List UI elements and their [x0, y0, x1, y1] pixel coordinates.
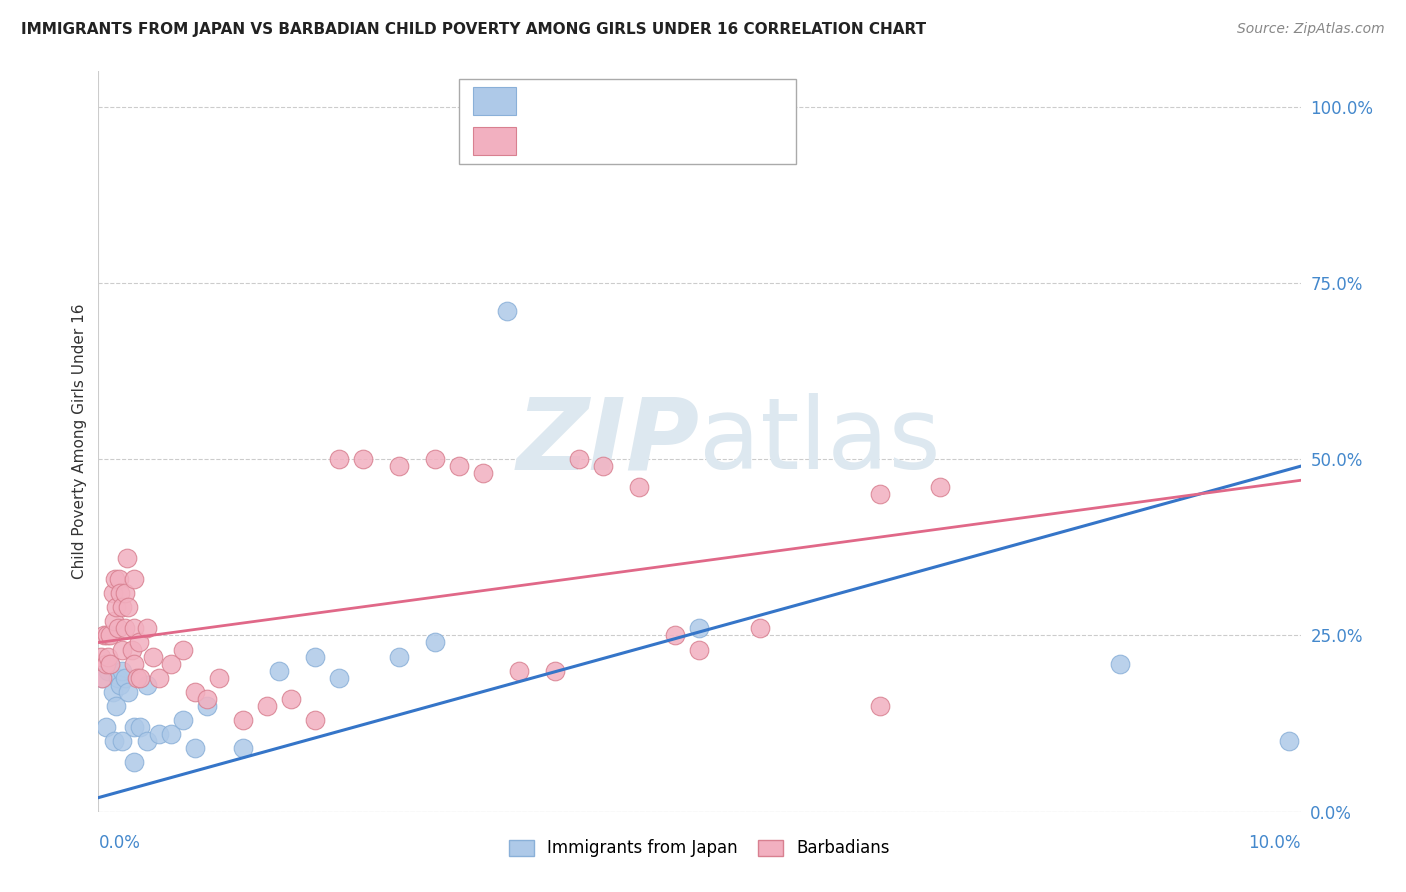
Point [111, 600, 134, 615]
Point [628, 480, 651, 494]
Point [117, 600, 139, 615]
Point [544, 664, 567, 678]
Point [90, 649, 112, 664]
Point [195, 698, 218, 713]
Point [159, 657, 181, 671]
Point [148, 671, 170, 685]
Point [129, 671, 152, 685]
Point [108, 572, 131, 586]
Point [869, 487, 891, 501]
Point [568, 452, 591, 467]
Point [100, 657, 122, 671]
Point [124, 756, 146, 770]
Point [107, 621, 129, 635]
Point [148, 727, 170, 741]
Point [124, 572, 146, 586]
Point [423, 452, 446, 467]
Point [91, 671, 114, 685]
Point [114, 586, 136, 600]
Point [108, 678, 131, 692]
Point [328, 452, 350, 467]
Legend: Immigrants from Japan, Barbadians: Immigrants from Japan, Barbadians [502, 833, 897, 864]
Point [105, 698, 128, 713]
Point [114, 621, 136, 635]
Point [232, 713, 254, 727]
Point [114, 671, 136, 685]
Point [104, 572, 127, 586]
Point [664, 628, 686, 642]
Point [304, 649, 326, 664]
Y-axis label: Child Poverty Among Girls Under 16: Child Poverty Among Girls Under 16 [72, 304, 87, 579]
Point [508, 664, 530, 678]
Point [125, 671, 148, 685]
Point [108, 586, 131, 600]
Point [1277, 734, 1299, 748]
Point [628, 100, 651, 114]
Point [183, 685, 205, 699]
Point [869, 698, 891, 713]
Point [159, 727, 181, 741]
Point [689, 621, 711, 635]
Point [135, 678, 157, 692]
Point [135, 734, 157, 748]
Point [100, 657, 122, 671]
Point [93, 628, 115, 642]
Point [97, 649, 120, 664]
Point [172, 642, 194, 657]
Point [121, 642, 143, 657]
Point [328, 671, 350, 685]
Point [388, 459, 411, 474]
Point [141, 649, 163, 664]
Point [128, 635, 150, 649]
Point [195, 692, 218, 706]
Point [592, 459, 614, 474]
Point [100, 628, 122, 642]
Point [129, 720, 152, 734]
Text: ZIP: ZIP [516, 393, 700, 490]
Point [748, 621, 770, 635]
Point [256, 698, 278, 713]
Point [352, 452, 374, 467]
Point [388, 649, 411, 664]
Text: 0.0%: 0.0% [98, 834, 141, 852]
Point [929, 480, 952, 494]
Point [111, 642, 134, 657]
Point [496, 304, 519, 318]
Point [124, 621, 146, 635]
Point [124, 657, 146, 671]
Point [208, 671, 231, 685]
Point [94, 657, 117, 671]
Text: Source: ZipAtlas.com: Source: ZipAtlas.com [1237, 22, 1385, 37]
Point [183, 741, 205, 756]
Point [101, 685, 124, 699]
Point [111, 734, 134, 748]
Point [107, 671, 129, 685]
Point [111, 664, 134, 678]
Point [91, 671, 114, 685]
Point [172, 713, 194, 727]
Point [105, 600, 128, 615]
Point [267, 664, 290, 678]
Point [423, 635, 446, 649]
Point [124, 720, 146, 734]
Point [96, 628, 118, 642]
Point [103, 615, 125, 629]
Point [101, 586, 124, 600]
Point [117, 550, 139, 565]
Point [232, 741, 254, 756]
Point [103, 734, 125, 748]
Text: IMMIGRANTS FROM JAPAN VS BARBADIAN CHILD POVERTY AMONG GIRLS UNDER 16 CORRELATIO: IMMIGRANTS FROM JAPAN VS BARBADIAN CHILD… [21, 22, 927, 37]
Point [117, 685, 139, 699]
Point [280, 692, 302, 706]
Point [472, 467, 495, 481]
Point [304, 713, 326, 727]
Text: atlas: atlas [700, 393, 941, 490]
Point [97, 664, 120, 678]
Point [1109, 657, 1132, 671]
Point [689, 642, 711, 657]
Point [94, 720, 117, 734]
Point [447, 459, 470, 474]
Point [135, 621, 157, 635]
Text: 10.0%: 10.0% [1249, 834, 1301, 852]
